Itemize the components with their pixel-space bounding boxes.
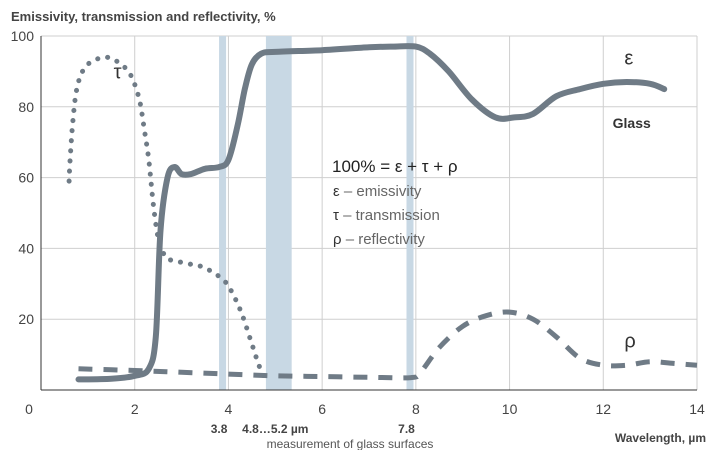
legend-text: – emissivity: [340, 183, 422, 200]
x-tick-label: 8: [412, 401, 420, 417]
tick-labels: 20 40 60 80 100 0 2 4 6 8 10 12 14: [11, 28, 705, 417]
transmission-line: [66, 54, 270, 386]
y-tick-label: 20: [18, 311, 34, 327]
band-label: 4.8…5.2 µm: [242, 422, 308, 436]
legend-symbol: ρ: [333, 231, 342, 248]
x-axis-label: Wavelength, µm: [615, 431, 706, 445]
x-tick-label: 14: [689, 401, 705, 417]
x-tick-label: 12: [595, 401, 611, 417]
series-label: ρ: [624, 331, 635, 353]
emissivity-line: [75, 43, 668, 383]
y-tick-label: 40: [18, 240, 34, 256]
series-label: τ: [114, 61, 122, 83]
formula-text: 100% = ε + τ + ρ: [332, 157, 458, 176]
x-tick-label: 6: [318, 401, 326, 417]
highlight-band: [219, 36, 227, 390]
y-tick-label: 80: [18, 99, 34, 115]
legend-symbol: ε: [333, 183, 340, 200]
legend-symbol: τ: [333, 207, 339, 224]
material-label: Glass: [613, 115, 651, 131]
highlight-band: [406, 36, 414, 390]
highlight-bands: [219, 36, 414, 390]
highlight-band: [265, 36, 292, 390]
x-tick-label: 4: [225, 401, 233, 417]
x-tick-label: 2: [131, 401, 139, 417]
legend-reflectivity: ρ – reflectivity: [333, 231, 425, 248]
band-labels: 3.8 4.8…5.2 µm 7.8: [211, 422, 415, 436]
band-label: 3.8: [211, 422, 228, 436]
chart-title: Emissivity, transmission and reflectivit…: [11, 9, 276, 24]
legend-text: – transmission: [339, 207, 440, 224]
band-label: 7.8: [398, 422, 415, 436]
legend-text: – reflectivity: [342, 231, 426, 248]
legend-transmission: τ – transmission: [333, 207, 440, 224]
y-tick-label: 100: [11, 28, 35, 44]
band-note: measurement of glass surfaces: [267, 437, 434, 450]
axes: [40, 36, 697, 391]
y-tick-label: 60: [18, 170, 34, 186]
legend-emissivity: ε – emissivity: [333, 183, 422, 200]
series-label: ε: [624, 47, 633, 69]
grid: [41, 35, 698, 390]
reflectivity-line: [78, 309, 698, 381]
x-tick-label: 10: [502, 401, 518, 417]
x-tick-label: 0: [25, 401, 33, 417]
series-lines: [66, 43, 698, 386]
formula-annotation: 100% = ε + τ + ρ ε – emissivity τ – tran…: [332, 157, 458, 248]
